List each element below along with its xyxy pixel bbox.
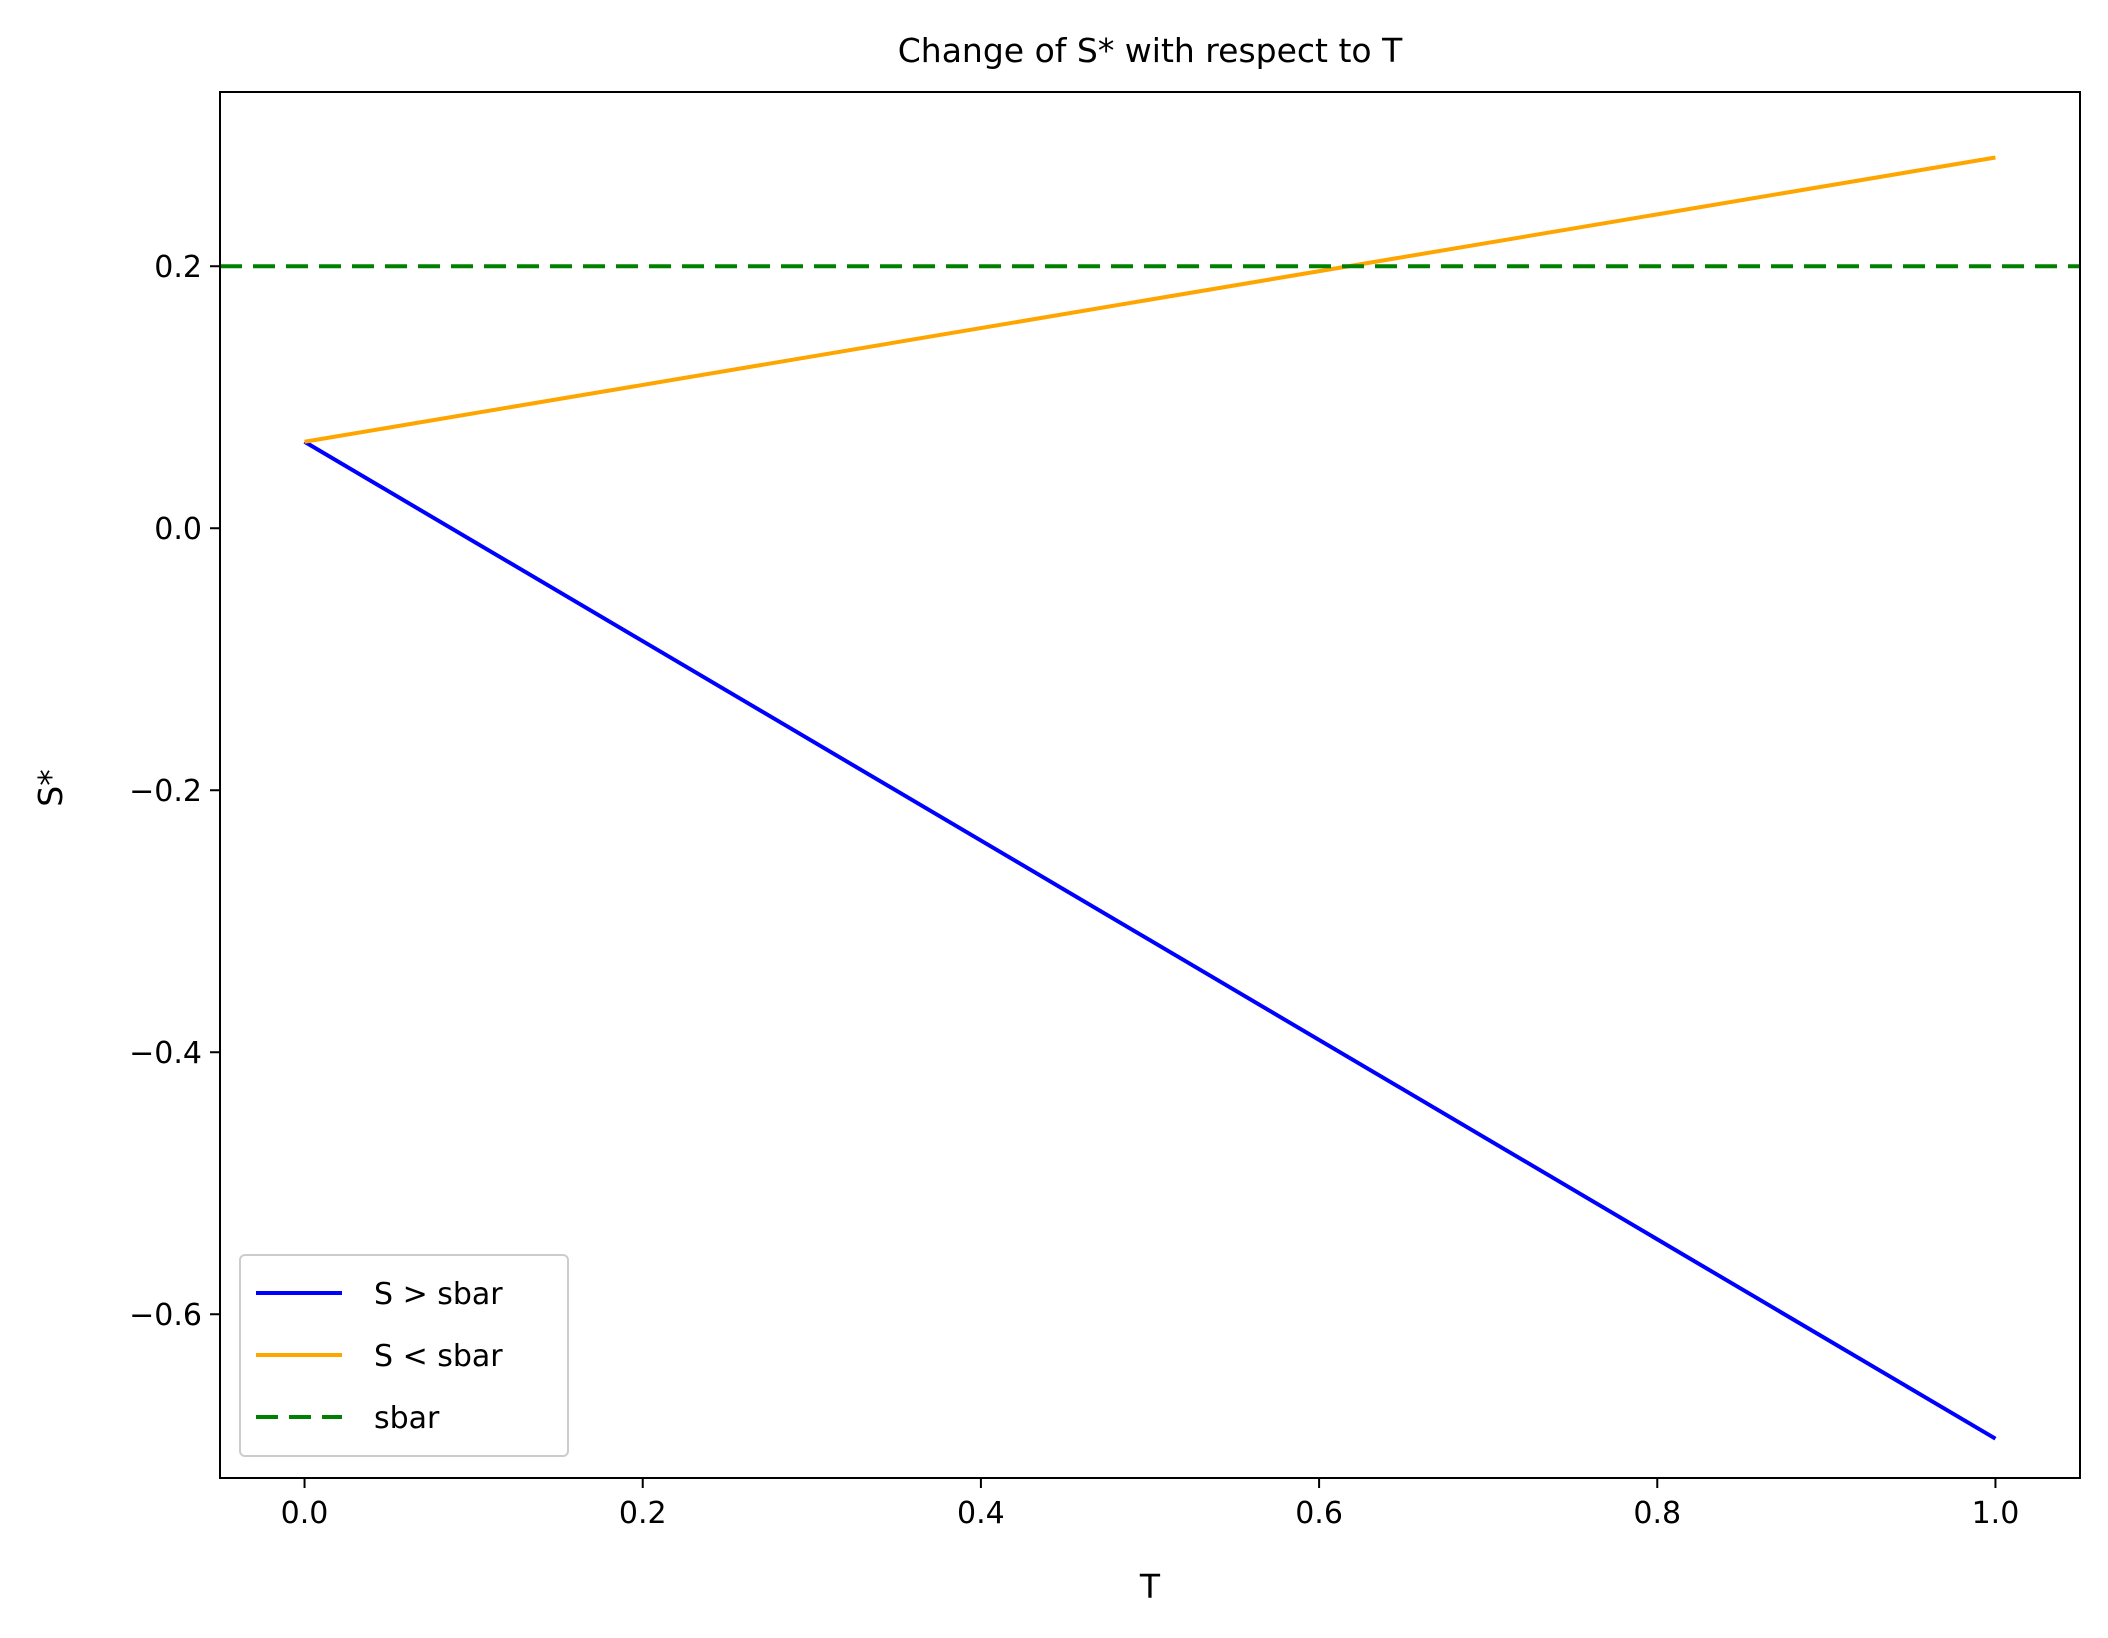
x-tick-label: 1.0 (1972, 1496, 2020, 1531)
chart-title: Change of S* with respect to T (898, 31, 1403, 70)
y-tick-label: −0.2 (129, 774, 202, 809)
series-line-1 (303, 440, 1997, 1441)
plot-area (220, 155, 2080, 1441)
y-tick-label: 0.0 (154, 512, 202, 547)
axes-frame (219, 91, 2081, 1479)
y-axis-label: S* (31, 769, 70, 806)
legend-label: sbar (374, 1401, 440, 1436)
x-tick-label: 0.6 (1295, 1496, 1343, 1531)
y-tick-label: −0.6 (129, 1298, 202, 1333)
x-tick-label: 0.0 (281, 1496, 329, 1531)
series-line-2 (304, 155, 1996, 444)
x-tick-label: 0.4 (957, 1496, 1005, 1531)
legend-label: S < sbar (374, 1339, 503, 1374)
x-tick-label: 0.2 (619, 1496, 667, 1531)
x-tick-label: 0.8 (1633, 1496, 1681, 1531)
y-tick-label: −0.4 (129, 1036, 202, 1071)
legend-box (239, 1254, 569, 1457)
legend: S > sbar S < sbar sbar (239, 1254, 569, 1457)
y-tick-label: 0.2 (154, 250, 202, 285)
x-axis-label: T (1139, 1567, 1161, 1606)
axes: 0.0 0.2 0.4 0.6 0.8 1.0 0.2 0.0 −0.2 −0.4 −0.6 (129, 91, 2081, 1531)
legend-label: S > sbar (374, 1277, 503, 1312)
